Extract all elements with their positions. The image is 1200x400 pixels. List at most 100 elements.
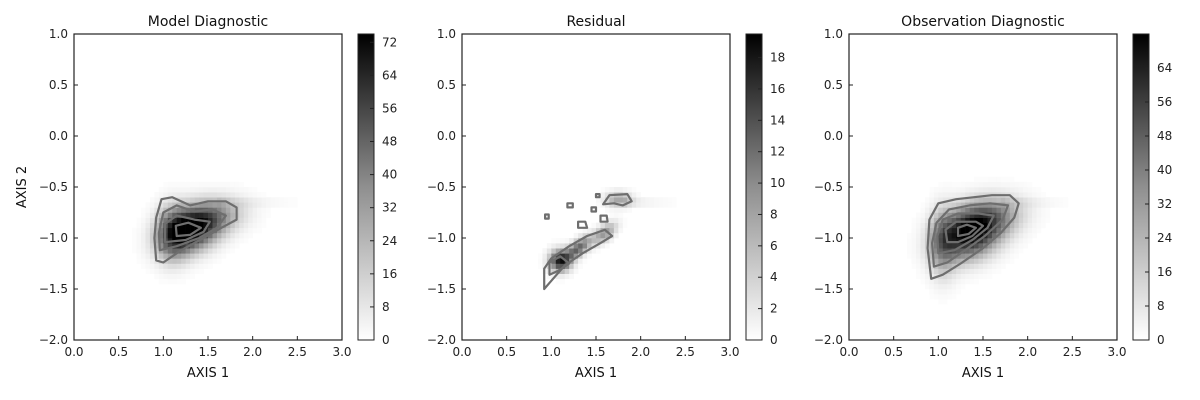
density-cell	[225, 238, 231, 244]
density-cell	[199, 253, 204, 259]
density-cell	[622, 187, 628, 193]
density-cell	[239, 202, 245, 208]
density-cell	[578, 248, 583, 254]
density-cell	[163, 187, 169, 193]
density-cell	[167, 202, 173, 208]
density-cell	[974, 192, 979, 198]
density-cell	[582, 232, 588, 239]
density-cell	[627, 187, 633, 193]
x-tick-label: 3.0	[332, 345, 351, 359]
density-cell	[216, 197, 222, 203]
density-cell	[145, 227, 151, 234]
density-cell	[1032, 197, 1037, 203]
density-cell	[248, 232, 253, 239]
density-cell	[987, 187, 993, 193]
density-cell	[951, 273, 957, 280]
density-cell	[234, 192, 240, 198]
density-cell	[141, 227, 146, 234]
density-cell	[1063, 202, 1069, 208]
density-cell	[1045, 217, 1051, 223]
density-cell	[234, 238, 240, 244]
chart-title: Model Diagnostic	[148, 14, 268, 30]
density-cell	[938, 238, 944, 244]
x-tick-label: 2.0	[243, 345, 262, 359]
density-cell	[194, 187, 200, 193]
density-cell	[1023, 227, 1028, 234]
density-cell	[145, 212, 151, 218]
density-cell	[172, 258, 178, 264]
density-cell	[149, 217, 155, 223]
density-cell	[996, 222, 1002, 229]
density-cell	[960, 278, 966, 285]
density-cell	[185, 248, 191, 254]
density-cell	[942, 192, 948, 198]
density-cell	[613, 217, 619, 223]
density-cell	[261, 207, 267, 213]
density-cell	[221, 202, 227, 208]
y-axis-label: AXIS 2	[15, 166, 30, 208]
density-cell	[167, 243, 173, 249]
density-cell	[154, 268, 160, 274]
density-cell	[1036, 207, 1042, 213]
density-cell	[257, 197, 262, 203]
density-cell	[154, 263, 160, 269]
density-cell	[604, 187, 610, 193]
density-cell	[916, 238, 921, 244]
density-cell	[1018, 187, 1024, 193]
density-cell	[951, 243, 957, 249]
density-cell	[1045, 207, 1051, 213]
density-cell	[145, 258, 151, 264]
density-cell	[212, 243, 218, 249]
density-cell	[924, 263, 930, 269]
density-cell	[216, 181, 222, 188]
density-cell	[956, 268, 961, 274]
density-cell	[141, 212, 146, 218]
density-cell	[1014, 181, 1020, 188]
density-cell	[564, 248, 570, 254]
x-tick-label: 0.0	[452, 345, 471, 359]
density-cell	[176, 217, 182, 223]
density-cell	[991, 238, 997, 244]
density-cell	[145, 232, 151, 239]
density-cell	[163, 263, 169, 269]
density-cell	[969, 207, 975, 213]
density-cell	[960, 273, 966, 280]
density-cell	[587, 227, 592, 234]
density-cell	[1005, 253, 1011, 259]
density-cell	[132, 238, 137, 244]
contour-line	[164, 214, 211, 244]
density-cell	[1018, 238, 1024, 244]
density-cell	[996, 187, 1002, 193]
density-cell	[212, 217, 218, 223]
density-cell	[920, 268, 926, 274]
density-cell	[167, 207, 173, 213]
density-cell	[578, 243, 583, 249]
density-cell	[604, 222, 610, 229]
density-cell	[239, 232, 245, 239]
density-cell	[951, 278, 957, 285]
density-cell	[960, 253, 966, 259]
density-cell	[203, 222, 209, 229]
density-cell	[983, 197, 988, 203]
density-cell	[1023, 197, 1028, 203]
density-cell	[987, 202, 993, 208]
density-cell	[916, 263, 921, 269]
contour-line	[602, 193, 633, 207]
density-cell	[1045, 212, 1051, 218]
contour-line	[157, 204, 227, 252]
density-cell	[920, 278, 926, 285]
density-cell	[1054, 202, 1060, 208]
density-cell	[149, 268, 155, 274]
density-cell	[1027, 192, 1033, 198]
density-cell	[212, 202, 218, 208]
density-cell	[942, 243, 948, 249]
density-cell	[1032, 217, 1037, 223]
density-cell	[600, 197, 606, 203]
density-cell	[221, 243, 227, 249]
contour-line	[590, 206, 598, 213]
density-cell	[1009, 207, 1015, 213]
chart-panel-2: Residual 0.0 0.5 1.0 1.5 2.0 2.5 3.0 −2.0 −1.5 −1.…	[427, 14, 785, 381]
density-cell	[208, 187, 213, 193]
y-tick-label: −1.5	[427, 282, 456, 296]
density-cell	[1009, 176, 1015, 183]
